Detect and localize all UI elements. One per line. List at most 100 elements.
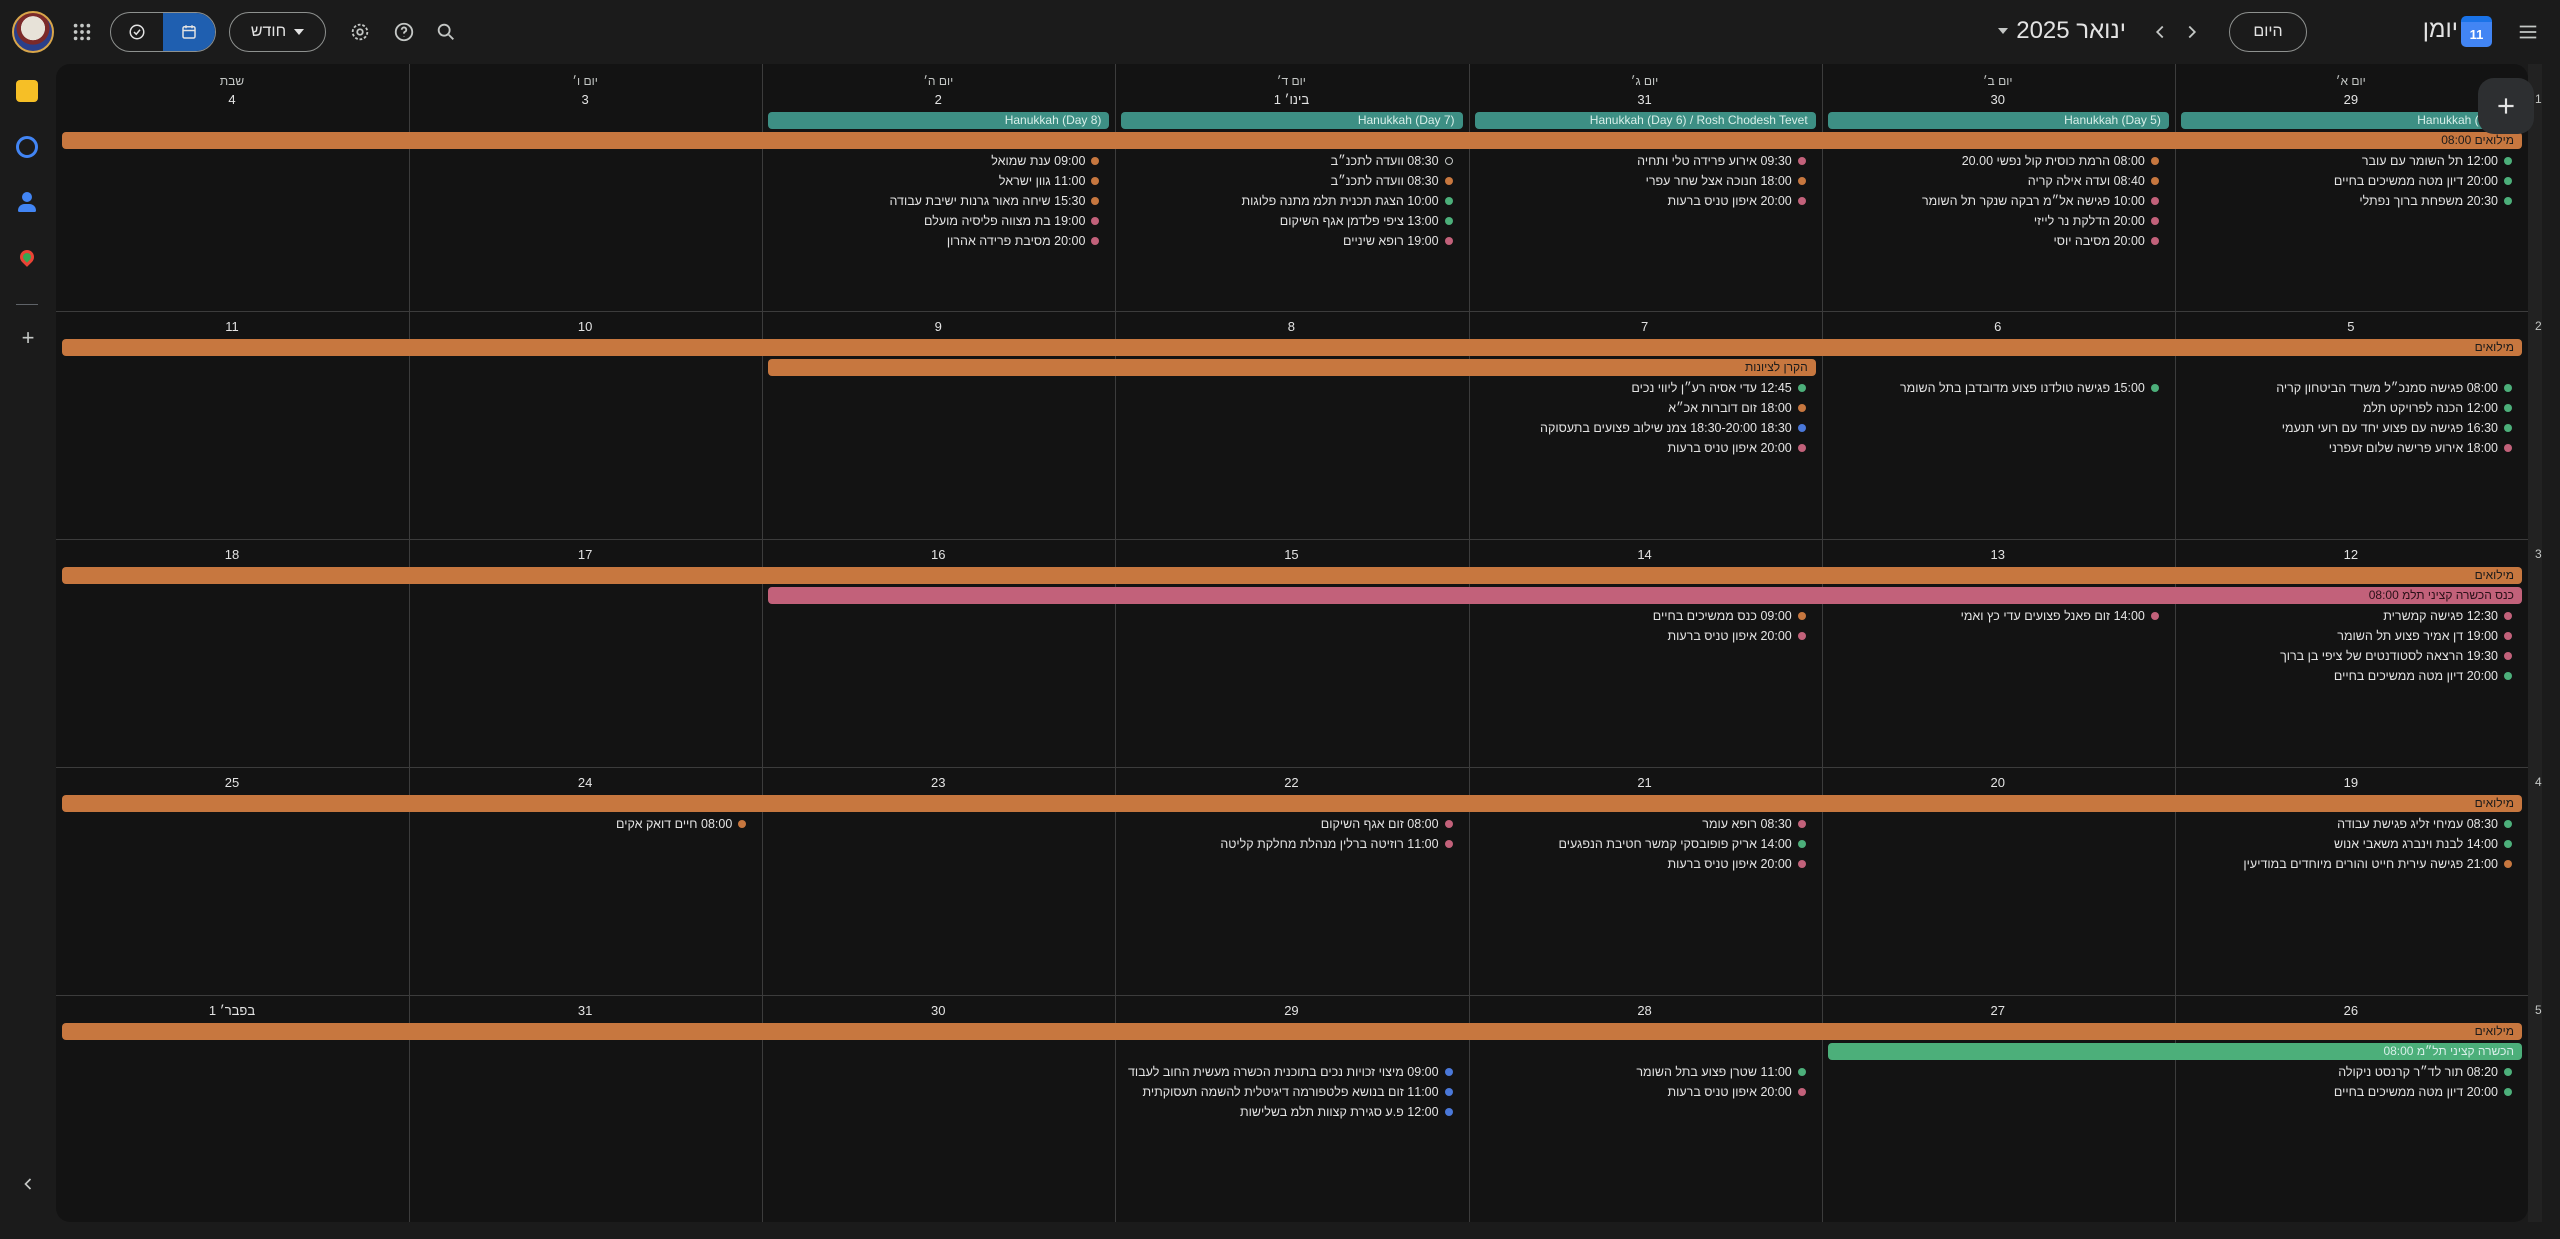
timed-event[interactable]: 09:00 ענת שמואל: [991, 152, 1103, 170]
timed-event[interactable]: 19:00 רופא שיניים: [1343, 232, 1457, 250]
date-number[interactable]: 19: [2343, 775, 2359, 790]
date-number[interactable]: 23: [931, 775, 946, 790]
timed-event[interactable]: 20:00 דיון מטה ממשיכים בחיים: [2334, 667, 2516, 685]
timed-event[interactable]: 08:30 וועדה לתכנ״ב: [1331, 152, 1457, 170]
all-day-event-bar[interactable]: Hanukkah (Day 4): [2180, 112, 2522, 129]
date-number[interactable]: 10: [577, 319, 593, 334]
date-number[interactable]: 22: [1284, 775, 1299, 790]
timed-event[interactable]: 18:30 18:30-20:00 צמנ שילוב פצועים בתעסו…: [1540, 419, 1810, 437]
timed-event[interactable]: 18:00 זום דוברות אכ״א: [1668, 399, 1809, 417]
date-number[interactable]: 17: [577, 547, 593, 562]
date-number[interactable]: 15: [1284, 547, 1299, 562]
all-day-event-bar[interactable]: Hanukkah (Day 7): [1121, 112, 1463, 129]
date-number[interactable]: 31: [577, 1003, 593, 1018]
timed-event[interactable]: 20:00 דיון מטה ממשיכים בחיים: [2334, 1083, 2516, 1101]
date-number[interactable]: 18: [224, 547, 240, 562]
timed-event[interactable]: 08:40 ועדה אילה קריה: [2028, 172, 2163, 190]
all-day-event-bar[interactable]: Hanukkah (Day 6) / Rosh Chodesh Tevet: [1474, 112, 1816, 129]
date-number[interactable]: 1 בפבר׳: [208, 1003, 256, 1018]
avatar[interactable]: [12, 11, 54, 53]
date-number[interactable]: 8: [1287, 319, 1296, 334]
timed-event[interactable]: 18:00 אירוע פרישה שלום זעפרני: [2329, 439, 2516, 457]
timed-event[interactable]: 14:00 לבנת וינברג משאבי אנוש: [2334, 835, 2516, 853]
timed-event[interactable]: 08:00 זום אגף השיקום: [1321, 815, 1457, 833]
timed-event[interactable]: 11:00 רוזיטה ברלין מנהלת מחלקת קליטה: [1220, 835, 1456, 853]
all-day-event-bar[interactable]: מילואים: [62, 567, 2522, 584]
all-day-event-bar[interactable]: מילואים: [62, 795, 2522, 812]
date-number[interactable]: 30: [931, 1003, 946, 1018]
next-month-icon[interactable]: [2172, 12, 2212, 52]
timed-event[interactable]: 12:45 עדי אסיה רע״ן ליווי נכים: [1631, 379, 1809, 397]
timed-event[interactable]: 20:00 איפון טניס ברעות: [1668, 1083, 1810, 1101]
date-number[interactable]: 12: [2343, 547, 2359, 562]
all-day-event-bar[interactable]: 08:00 מילואים: [62, 132, 2522, 149]
timed-event[interactable]: 08:00 פגישה סמנכ״ל משרד הביטחון קריה: [2276, 379, 2516, 397]
date-number[interactable]: 24: [577, 775, 593, 790]
timed-event[interactable]: 08:00 הרמת כוסית קול נפשי 20.00: [1962, 152, 2163, 170]
timed-event[interactable]: 20:00 איפון טניס ברעות: [1668, 192, 1810, 210]
timed-event[interactable]: 10:00 פגישה אל״מ רבקה שנקר תל השומר: [1922, 192, 2163, 210]
all-day-event-bar[interactable]: מילואים: [62, 1023, 2522, 1040]
timed-event[interactable]: 20:00 הדלקת נר לייזי: [2034, 212, 2163, 230]
date-number[interactable]: 31: [1637, 92, 1652, 107]
timed-event[interactable]: 08:20 תור לד״ר קרנסט ניקולה: [2338, 1063, 2516, 1081]
apps-grid-icon[interactable]: [62, 12, 102, 52]
timed-event[interactable]: 08:30 וועדה לתכנ״ב: [1331, 172, 1457, 190]
collapse-side-panel-icon[interactable]: [18, 1174, 38, 1194]
timed-event[interactable]: 09:00 מיצוי זכויות נכים בתוכנית הכשרה מע…: [1128, 1063, 1457, 1081]
date-number[interactable]: 20: [1990, 775, 2005, 790]
date-number[interactable]: 5: [2347, 319, 2355, 334]
timed-event[interactable]: 09:00 כנס ממשיכים בחיים: [1653, 607, 1810, 625]
main-menu-icon[interactable]: [2508, 12, 2548, 52]
timed-event[interactable]: 14:00 זום פאנל פצועים עדי כץ ואמי: [1961, 607, 2163, 625]
timed-event[interactable]: 12:00 תל השומר עם עובר: [2362, 152, 2516, 170]
timed-event[interactable]: 20:00 דיון מטה ממשיכים בחיים: [2334, 172, 2516, 190]
month-title[interactable]: ינואר 2025: [2016, 17, 2126, 44]
date-number[interactable]: 1 בינו׳: [1273, 92, 1310, 107]
contacts-icon[interactable]: [16, 192, 38, 214]
date-number[interactable]: 6: [1994, 319, 2002, 334]
timed-event[interactable]: 21:00 פגישה עירית חייט והורים מיוחדים במ…: [2243, 855, 2516, 873]
timed-event[interactable]: 20:00 איפון טניס ברעות: [1668, 439, 1810, 457]
date-number[interactable]: 7: [1640, 319, 1649, 334]
view-selector[interactable]: חודש: [229, 12, 326, 52]
date-number[interactable]: 25: [224, 775, 240, 790]
search-icon[interactable]: [426, 12, 466, 52]
date-number[interactable]: 13: [1990, 547, 2005, 562]
date-number[interactable]: 16: [931, 547, 946, 562]
timed-event[interactable]: 20:00 מסיבת פרידה אהרון: [947, 232, 1104, 250]
help-icon[interactable]: [384, 12, 424, 52]
all-day-event-bar[interactable]: 08:00 הכשרה קציני תל״מ: [1827, 1043, 2522, 1060]
date-number[interactable]: 21: [1637, 775, 1652, 790]
date-number[interactable]: 14: [1637, 547, 1652, 562]
timed-event[interactable]: 08:30 עמיחי זליג פגישת עבודה: [2337, 815, 2516, 833]
maps-icon[interactable]: [16, 247, 38, 270]
timed-event[interactable]: 15:00 פגישה טולדנו פצוע מדובדבן בתל השומ…: [1900, 379, 2163, 397]
prev-month-icon[interactable]: [2140, 12, 2180, 52]
timed-event[interactable]: 12:00 פ.ע סגירת קצוות תלמ בשלישות: [1240, 1103, 1457, 1121]
timed-event[interactable]: 19:30 הרצאה לסטודנטים של ציפי בן ברוך: [2280, 647, 2516, 665]
date-number[interactable]: 29: [2343, 92, 2359, 107]
timed-event[interactable]: 16:30 פגישה עם פצוע יחד עם רועי תנעמי: [2282, 419, 2516, 437]
all-day-event-bar[interactable]: 08:00 כנס הכשרה קציני תלמ: [768, 587, 2522, 604]
add-addon-icon[interactable]: +: [21, 325, 35, 350]
timed-event[interactable]: 12:30 פגישה קמשרית: [2383, 607, 2516, 625]
timed-event[interactable]: 15:30 שיחה מאור גרנות ישיבת עבודה: [889, 192, 1103, 210]
timed-event[interactable]: 09:30 אירוע פרידה טלי ותחיה: [1637, 152, 1810, 170]
date-number[interactable]: 27: [1990, 1003, 2005, 1018]
date-number[interactable]: 9: [934, 319, 942, 334]
date-number[interactable]: 4: [228, 92, 236, 107]
calendar-toggle-icon[interactable]: [163, 13, 215, 51]
date-number[interactable]: 11: [225, 319, 239, 334]
timed-event[interactable]: 08:30 רופא עומר: [1702, 815, 1809, 833]
all-day-event-bar[interactable]: Hanukkah (Day 5): [1827, 112, 2169, 129]
timed-event[interactable]: 19:00 בת מצווה פליסיה מועלם: [924, 212, 1103, 230]
timed-event[interactable]: 20:00 מסיבה יוסי: [2054, 232, 2163, 250]
timed-event[interactable]: 20:00 איפון טניס ברעות: [1668, 855, 1810, 873]
timed-event[interactable]: 08:00 חיים דואק אקים: [616, 815, 750, 833]
keep-icon[interactable]: [16, 80, 38, 102]
timed-event[interactable]: 11:00 גוון ישראל: [999, 172, 1104, 190]
timed-event[interactable]: 18:00 חנוכה אצל שחר עפרי: [1646, 172, 1810, 190]
timed-event[interactable]: 20:30 משפחת ברוך נפתלי: [2359, 192, 2516, 210]
tasks-toggle-icon[interactable]: [111, 13, 163, 51]
